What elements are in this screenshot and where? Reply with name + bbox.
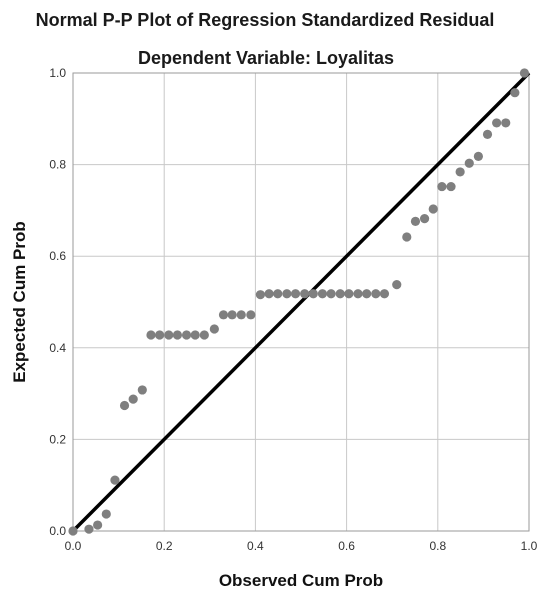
data-point <box>371 289 381 299</box>
y-tick-label: 0.4 <box>49 341 66 355</box>
data-point <box>246 310 256 320</box>
data-point <box>501 118 511 128</box>
y-axis-ticks: 0.0 0.2 0.4 0.6 0.8 1.0 <box>49 66 66 538</box>
x-axis-title: Observed Cum Prob <box>219 571 383 590</box>
x-tick-label: 0.8 <box>429 539 446 553</box>
x-tick-label: 0.6 <box>338 539 355 553</box>
data-point <box>446 181 456 192</box>
data-point <box>379 289 390 299</box>
data-point <box>164 330 174 340</box>
x-axis-ticks: 0.0 0.2 0.4 0.6 0.8 1.0 <box>65 539 538 553</box>
data-point <box>290 289 301 299</box>
y-tick-label: 0.2 <box>49 432 66 446</box>
data-point <box>255 290 266 300</box>
data-point <box>353 289 363 299</box>
data-point <box>84 524 94 534</box>
data-point <box>236 310 246 320</box>
data-point <box>402 232 412 242</box>
data-point <box>473 151 483 161</box>
data-point <box>101 509 111 519</box>
x-tick-label: 1.0 <box>521 539 538 553</box>
reference-line <box>71 71 531 533</box>
data-point <box>419 214 430 224</box>
grid-lines <box>73 73 529 531</box>
data-point <box>282 289 292 299</box>
data-point <box>137 385 147 395</box>
data-point <box>300 289 310 299</box>
data-point <box>68 526 78 536</box>
data-point <box>455 167 465 177</box>
data-point <box>172 330 183 340</box>
data-point <box>190 330 200 340</box>
data-point <box>482 129 493 139</box>
data-point <box>492 118 502 128</box>
data-point <box>326 289 336 299</box>
y-tick-label: 0.0 <box>49 524 66 538</box>
data-point <box>199 330 209 340</box>
chart-title: Normal P-P Plot of Regression Standardiz… <box>36 10 495 30</box>
data-points <box>68 68 530 536</box>
data-point <box>362 289 372 299</box>
data-point <box>155 330 165 340</box>
plot-frame <box>72 72 530 532</box>
data-point <box>128 394 138 404</box>
data-point <box>464 158 474 168</box>
data-point <box>264 289 274 299</box>
data-point <box>273 289 283 299</box>
data-point <box>510 88 520 98</box>
data-point <box>392 279 402 290</box>
data-point <box>308 289 318 299</box>
data-point <box>344 289 354 299</box>
data-point <box>410 216 421 226</box>
x-tick-label: 0.4 <box>247 539 264 553</box>
data-point <box>110 475 120 485</box>
y-tick-label: 1.0 <box>49 66 66 80</box>
data-point <box>181 330 192 340</box>
y-axis-title: Expected Cum Prob <box>10 221 29 383</box>
data-point <box>227 310 237 320</box>
y-tick-label: 0.8 <box>49 158 66 172</box>
data-point <box>428 204 438 214</box>
data-point <box>209 324 219 334</box>
data-point <box>93 520 103 530</box>
data-point <box>519 68 530 78</box>
data-point <box>437 181 447 192</box>
data-point <box>146 330 156 340</box>
data-point <box>317 289 328 299</box>
x-tick-label: 0.2 <box>156 539 173 553</box>
data-point <box>119 400 130 411</box>
chart-subtitle: Dependent Variable: Loyalitas <box>138 48 394 68</box>
x-tick-label: 0.0 <box>65 539 82 553</box>
y-tick-label: 0.6 <box>49 249 66 263</box>
data-point <box>335 289 345 299</box>
data-point <box>218 310 229 320</box>
